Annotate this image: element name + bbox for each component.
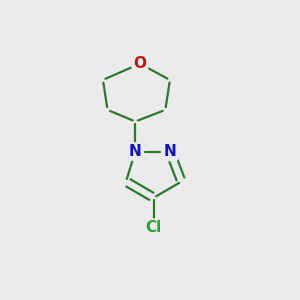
Text: N: N — [129, 144, 142, 159]
Text: N: N — [164, 144, 176, 159]
Text: O: O — [134, 56, 146, 71]
Text: Cl: Cl — [146, 220, 162, 235]
